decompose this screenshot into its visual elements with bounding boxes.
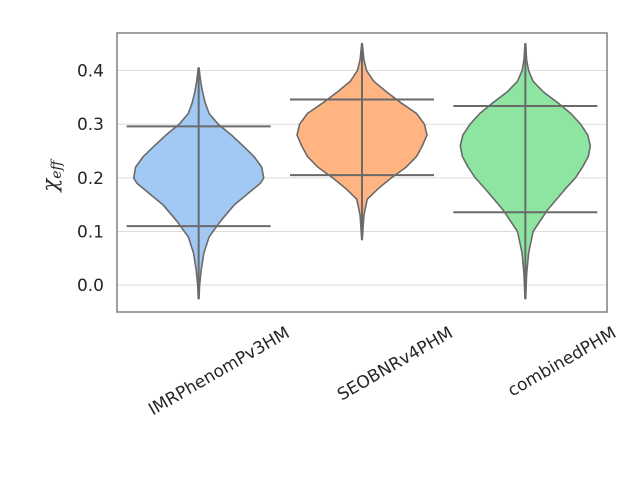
x-tick-label: SEOBNRv4PHM — [334, 323, 456, 405]
y-tick-label: 0.4 — [77, 62, 104, 82]
violin-combinedPHM — [453, 42, 598, 300]
y-tick-label: 0.0 — [77, 276, 104, 296]
violins — [126, 42, 598, 300]
violin-SEOBNRv4PHM — [290, 42, 434, 241]
violin-IMRPhenomPv3HM — [126, 67, 271, 300]
y-tick-label: 0.3 — [77, 115, 104, 135]
x-tick-label: IMRPhenomPv3HM — [145, 323, 293, 420]
y-tick-labels: 0.0 0.1 0.2 0.3 0.4 — [77, 62, 104, 297]
x-tick-labels: IMRPhenomPv3HM SEOBNRv4PHM combinedPHM — [145, 323, 620, 420]
y-tick-label: 0.1 — [77, 223, 104, 243]
x-tick-label: combinedPHM — [505, 323, 620, 401]
y-axis-label: χeff — [38, 158, 65, 193]
y-tick-label: 0.2 — [77, 169, 104, 189]
plot-frame — [116, 32, 608, 313]
